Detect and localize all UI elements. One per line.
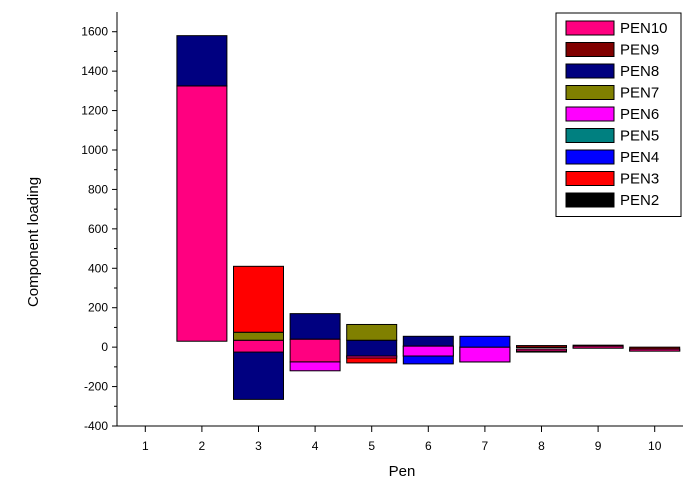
x-tick-label: 4 (312, 439, 319, 453)
legend-label-pen8: PEN8 (620, 63, 659, 80)
bar-pen10-pen-4 (289, 338, 341, 363)
y-tick-label: 400 (88, 261, 108, 275)
legend-label-pen2: PEN2 (620, 192, 659, 209)
x-tick-label: 9 (595, 439, 602, 453)
legend-swatch-pen10 (565, 20, 615, 36)
bar-pen8-pen-4 (289, 313, 341, 340)
legend-label-pen6: PEN6 (620, 106, 659, 123)
x-tick-label: 10 (648, 439, 662, 453)
y-tick-label: 1000 (81, 143, 108, 157)
legend-label-pen3: PEN3 (620, 171, 659, 188)
y-tick-label: 200 (88, 301, 108, 315)
bar-pen3-pen-3 (233, 265, 284, 333)
x-axis-title: Pen (389, 463, 416, 480)
y-tick-label: 1400 (81, 64, 108, 78)
y-tick-label: 0 (101, 340, 108, 354)
legend-swatch-pen9 (565, 42, 615, 57)
x-tick-label: 6 (425, 439, 432, 453)
bar-pen8-pen-6 (402, 335, 454, 347)
bar-pen10-pen-2 (176, 85, 228, 342)
y-tick-label: -200 (84, 380, 108, 394)
bar-pen10-pen-3 (233, 339, 284, 353)
legend-label-pen5: PEN5 (620, 128, 659, 145)
x-tick-label: 3 (255, 439, 262, 453)
bar-pen7-pen-5 (346, 323, 398, 341)
bar-pen10-pen-5 (346, 355, 398, 359)
legend-swatch-pen8 (565, 63, 615, 79)
y-tick-label: 1200 (81, 104, 108, 118)
bar-pen8-pen-3 (233, 350, 284, 400)
bar-pen4-pen-7 (459, 335, 511, 348)
legend-label-pen4: PEN4 (620, 149, 659, 166)
x-tick-label: 1 (142, 439, 149, 453)
y-axis-title: Component loading (25, 177, 42, 307)
legend-label-pen9: PEN9 (620, 42, 659, 59)
legend: PEN10 PEN9 PEN8 PEN7 PEN6 PEN5 PEN4 PEN3 PEN2 (555, 12, 682, 217)
legend-swatch-pen4 (565, 149, 615, 165)
bar-pen6-pen-4 (289, 361, 341, 372)
y-tick-label: 600 (88, 222, 108, 236)
bar-pen10-pen-9 (572, 345, 624, 349)
bar-pen9-pen-8 (516, 345, 567, 349)
legend-swatch-pen6 (565, 106, 615, 122)
legend-swatch-pen7 (565, 85, 615, 100)
y-tick-label: -400 (84, 419, 108, 433)
bar-pen10-pen-8 (516, 348, 567, 352)
bar-pen4-pen-6 (402, 355, 454, 365)
legend-swatch-pen5 (565, 128, 615, 143)
bar-pen6-pen-6 (402, 345, 454, 357)
axes-layer: -400 -200 0 200 400 600 800 1000 1200 1400 1600 1 2 3… (81, 12, 683, 453)
bar-pen10-pen-10 (629, 348, 681, 352)
x-tick-label: 7 (482, 439, 489, 453)
x-tick-label: 2 (199, 439, 206, 453)
legend-label-pen10: PEN10 (620, 20, 668, 37)
x-tick-label: 5 (368, 439, 375, 453)
bar-pen8-pen-2 (176, 35, 228, 87)
bar-pen8-pen-5 (346, 339, 398, 357)
legend-swatch-pen3 (565, 171, 615, 186)
legend-label-pen7: PEN7 (620, 85, 659, 102)
legend-swatch-pen2 (565, 192, 615, 208)
y-tick-label: 1600 (81, 25, 108, 39)
bars-layer (176, 35, 681, 400)
y-tick-label: 800 (88, 182, 108, 196)
x-tick-label: 8 (538, 439, 545, 453)
bar-pen7-pen-3 (233, 331, 284, 341)
bar-pen6-pen-7 (459, 346, 511, 363)
